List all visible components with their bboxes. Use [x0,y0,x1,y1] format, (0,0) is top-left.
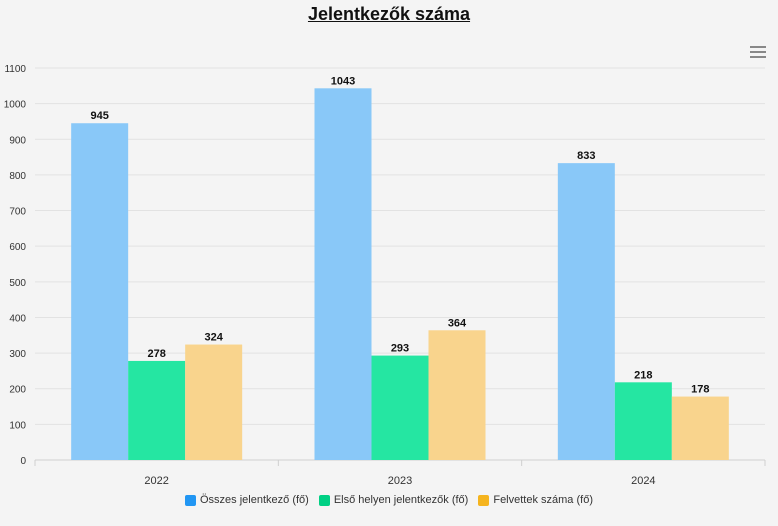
legend-swatch [318,494,330,506]
y-tick-label: 0 [20,456,26,467]
y-tick-label: 200 [9,385,26,396]
y-tick-label: 500 [9,278,26,289]
legend-swatch [478,494,490,506]
data-label: 324 [204,332,223,344]
bar [557,163,615,460]
y-tick-label: 1000 [4,100,27,111]
bar [614,382,672,460]
bar [314,88,372,460]
y-tick-label: 100 [9,420,26,431]
data-label: 833 [577,150,595,162]
data-label: 1043 [331,75,355,87]
x-tick-label: 2023 [388,475,412,487]
y-tick-label: 1100 [4,64,26,75]
y-tick-label: 300 [9,349,26,360]
bar [428,330,486,460]
y-tick-label: 600 [9,242,26,253]
bar [185,344,243,460]
data-label: 945 [90,110,108,122]
bar [128,360,186,460]
x-tick-label: 2024 [631,475,655,487]
data-label: 218 [634,369,652,381]
y-tick-label: 800 [9,171,26,182]
y-tick-label: 700 [9,207,26,218]
chart-title: Jelentkezők száma [307,4,471,24]
data-label: 364 [448,317,467,329]
x-tick-label: 2022 [144,475,168,487]
legend-label: Első helyen jelentkezők (fő) [333,494,469,506]
bar [371,355,429,460]
chart-legend: Összes jelentkező (fő) Első helyen jelent… [0,494,778,506]
data-label: 278 [147,348,165,360]
data-label: 293 [391,343,409,355]
legend-label: Felvettek száma (fő) [493,494,593,506]
legend-label: Összes jelentkező (fő) [200,494,309,506]
y-tick-label: 400 [9,313,26,324]
legend-item[interactable]: Összes jelentkező (fő) [185,494,309,506]
legend-item[interactable]: Első helyen jelentkezők (fő) [318,494,469,506]
legend-item[interactable]: Felvettek száma (fő) [478,494,593,506]
bar [71,123,129,461]
y-tick-label: 900 [9,135,26,146]
bar [671,396,729,460]
hamburger-menu-icon[interactable] [750,46,766,59]
data-label: 178 [691,384,709,396]
legend-swatch [185,494,196,506]
